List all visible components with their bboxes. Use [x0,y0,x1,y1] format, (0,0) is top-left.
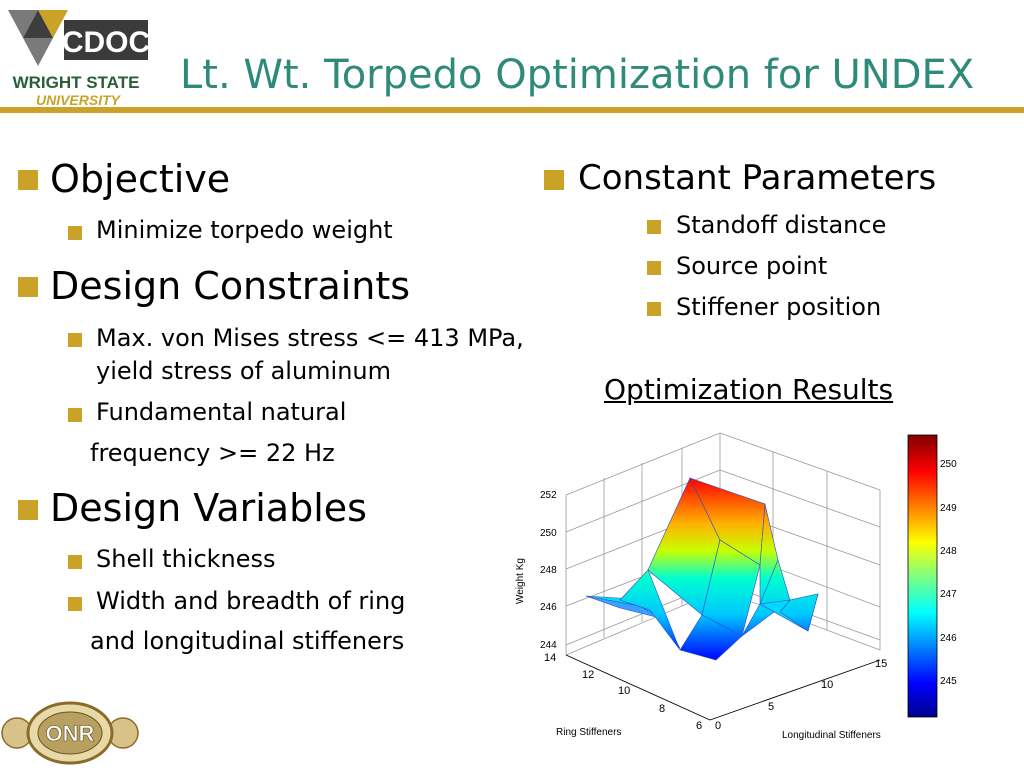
constraints-heading: Design Constraints [50,264,411,308]
colorbar-tick: 248 [940,546,957,557]
title-divider [0,107,1024,113]
bullet-square-icon [544,170,564,190]
bullet-square-icon [647,220,661,234]
z-tick: 250 [540,528,557,539]
bullet-square-icon [68,408,82,422]
optimization-results-title: Optimization Results [604,373,894,406]
x-tick: 15 [875,658,887,670]
bullet-square-icon [647,261,661,275]
param-stiffener-position: Stiffener position [676,293,882,321]
y-tick: 8 [659,703,665,715]
bullet-square-icon [68,333,82,347]
z-tick: 246 [540,602,557,613]
slide-title: Lt. Wt. Torpedo Optimization for UNDEX [180,52,975,98]
optimization-surface-chart: 252 250 248 246 244 Weight Kg 14 12 10 8… [515,432,957,741]
constraint-frequency-line1: Fundamental natural [96,398,347,426]
bullet-square-icon [68,597,82,611]
ring-axis-ticks: 14 12 10 8 6 [544,652,702,732]
onr-logo: ONR [1,701,139,765]
y-tick: 10 [618,685,630,697]
constant-parameters-heading: Constant Parameters [578,158,937,198]
bullet-square-icon [18,500,38,520]
colorbar-tick: 245 [940,676,957,687]
objective-heading: Objective [50,157,231,201]
bullet-square-icon [647,302,661,316]
param-standoff: Standoff distance [676,211,887,239]
objective-item: Minimize torpedo weight [96,216,393,244]
bullet-square-icon [68,226,82,240]
y-tick: 14 [544,652,556,664]
logo-cdoc-text: CDOC [62,26,150,59]
constraint-stress-line1: Max. von Mises stress <= 413 MPa, [96,324,524,352]
z-tick: 244 [540,640,557,651]
constraint-stress-line2: yield stress of aluminum [96,357,392,385]
y-tick: 12 [582,669,594,681]
z-axis-label: Weight Kg [515,558,526,604]
variable-stiffeners-line1: Width and breadth of ring [96,587,406,615]
colorbar-tick: 247 [940,589,957,600]
bullet-square-icon [18,277,38,297]
y-tick: 6 [696,720,702,732]
x-tick: 5 [768,701,774,713]
logo-line2: UNIVERSITY [36,92,122,108]
colorbar-ticks: 245 246 247 248 249 250 [940,459,957,687]
longitudinal-axis-label: Longitudinal Stiffeners [782,730,881,741]
x-tick: 0 [715,720,721,732]
weight-surface [585,477,819,661]
z-axis-ticks: 252 250 248 246 244 [540,490,557,651]
colorbar-tick: 249 [940,503,957,514]
logo-line1: WRIGHT STATE [13,73,140,92]
longitudinal-axis-ticks: 0 5 10 15 [715,658,887,732]
x-tick: 10 [821,679,833,691]
z-tick: 248 [540,565,557,576]
z-tick: 252 [540,490,557,501]
param-source-point: Source point [676,252,828,280]
colorbar [907,434,938,718]
colorbar-tick: 246 [940,633,957,644]
variables-heading: Design Variables [50,486,367,530]
variable-stiffeners-line2: and longitudinal stiffeners [90,627,405,655]
colorbar-tick: 250 [940,459,957,470]
bullet-square-icon [68,555,82,569]
constraint-frequency-line2: frequency >= 22 Hz [90,439,335,467]
ring-axis-label: Ring Stiffeners [556,727,621,738]
variable-shell-thickness: Shell thickness [96,545,276,573]
onr-logo-text: ONR [46,721,95,746]
wright-state-cdoc-logo: CDOC WRIGHT STATE UNIVERSITY [0,4,152,108]
bullet-square-icon [18,170,38,190]
